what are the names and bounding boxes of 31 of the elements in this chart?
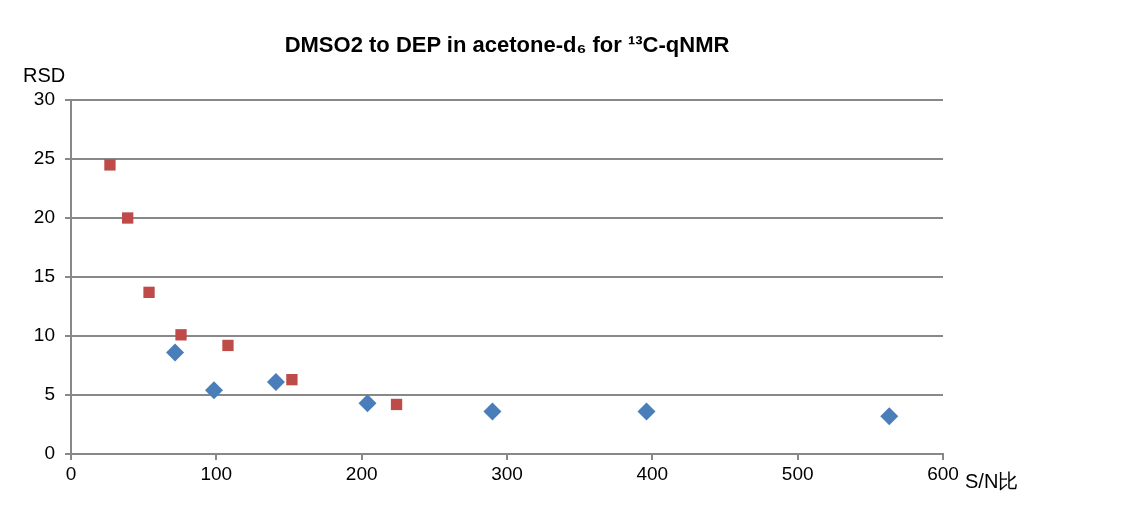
point — [222, 339, 234, 352]
x-tick-label: 400 — [636, 462, 669, 484]
point — [266, 373, 285, 392]
point — [143, 286, 155, 298]
y-axis-title: RSD — [23, 63, 66, 86]
x-axis-title: S/N比 — [965, 469, 1019, 492]
x-tick-label: 300 — [491, 462, 523, 484]
x-tick-label: 200 — [345, 462, 378, 484]
chart-title: DMSO2 to DEP in acetone-d₆ for ¹³C-qNMR — [284, 32, 730, 58]
point — [637, 402, 656, 421]
point — [358, 394, 377, 413]
x-tick-label: 0 — [65, 462, 77, 484]
y-tick-label: 20 — [33, 206, 55, 228]
y-tick-label: 10 — [33, 324, 55, 346]
point — [880, 407, 899, 426]
x-tick-label: 100 — [200, 462, 233, 484]
y-tick-label: 0 — [44, 442, 55, 464]
x-tick-label: 600 — [927, 462, 959, 484]
y-tick-label: 30 — [33, 88, 55, 110]
point — [286, 374, 298, 386]
point — [205, 381, 224, 400]
point — [483, 402, 502, 421]
point — [175, 329, 187, 341]
y-tick-label: 5 — [44, 383, 55, 405]
point — [166, 343, 185, 362]
y-tick-label: 15 — [33, 265, 55, 287]
point — [104, 159, 116, 171]
point — [390, 398, 403, 411]
x-tick-label: 500 — [781, 462, 814, 484]
y-tick-label: 25 — [33, 147, 55, 169]
point — [122, 212, 134, 224]
